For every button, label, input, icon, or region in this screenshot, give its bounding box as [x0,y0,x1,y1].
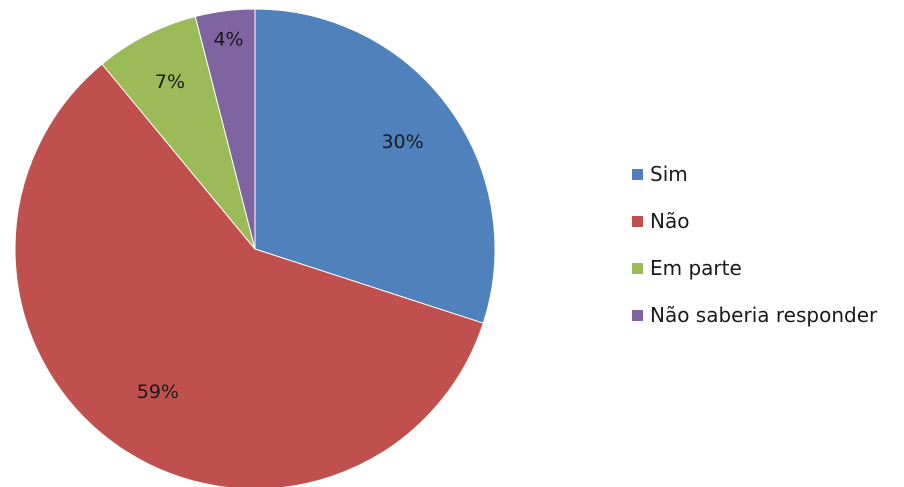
legend-label-nao-saberia-responder: Não saberia responder [650,303,877,327]
legend-item-nao-saberia-responder: Não saberia responder [632,301,877,329]
legend-swatch-nao-saberia-responder [632,310,643,321]
legend-item-sim: Sim [632,160,877,188]
legend-swatch-em-parte [632,263,643,274]
legend-label-em-parte: Em parte [650,256,742,280]
legend-label-nao: Não [650,209,689,233]
legend-item-nao: Não [632,207,877,235]
data-label-nao-saberia-responder: 4% [213,28,243,50]
legend-label-sim: Sim [650,162,688,186]
legend-item-em-parte: Em parte [632,254,877,282]
legend-swatch-sim [632,169,643,180]
data-label-sim: 30% [381,131,423,153]
chart-legend: Sim Não Em parte Não saberia responder [632,160,877,329]
data-label-nao: 59% [137,381,179,403]
legend-swatch-nao [632,216,643,227]
data-label-em-parte: 7% [155,71,185,93]
